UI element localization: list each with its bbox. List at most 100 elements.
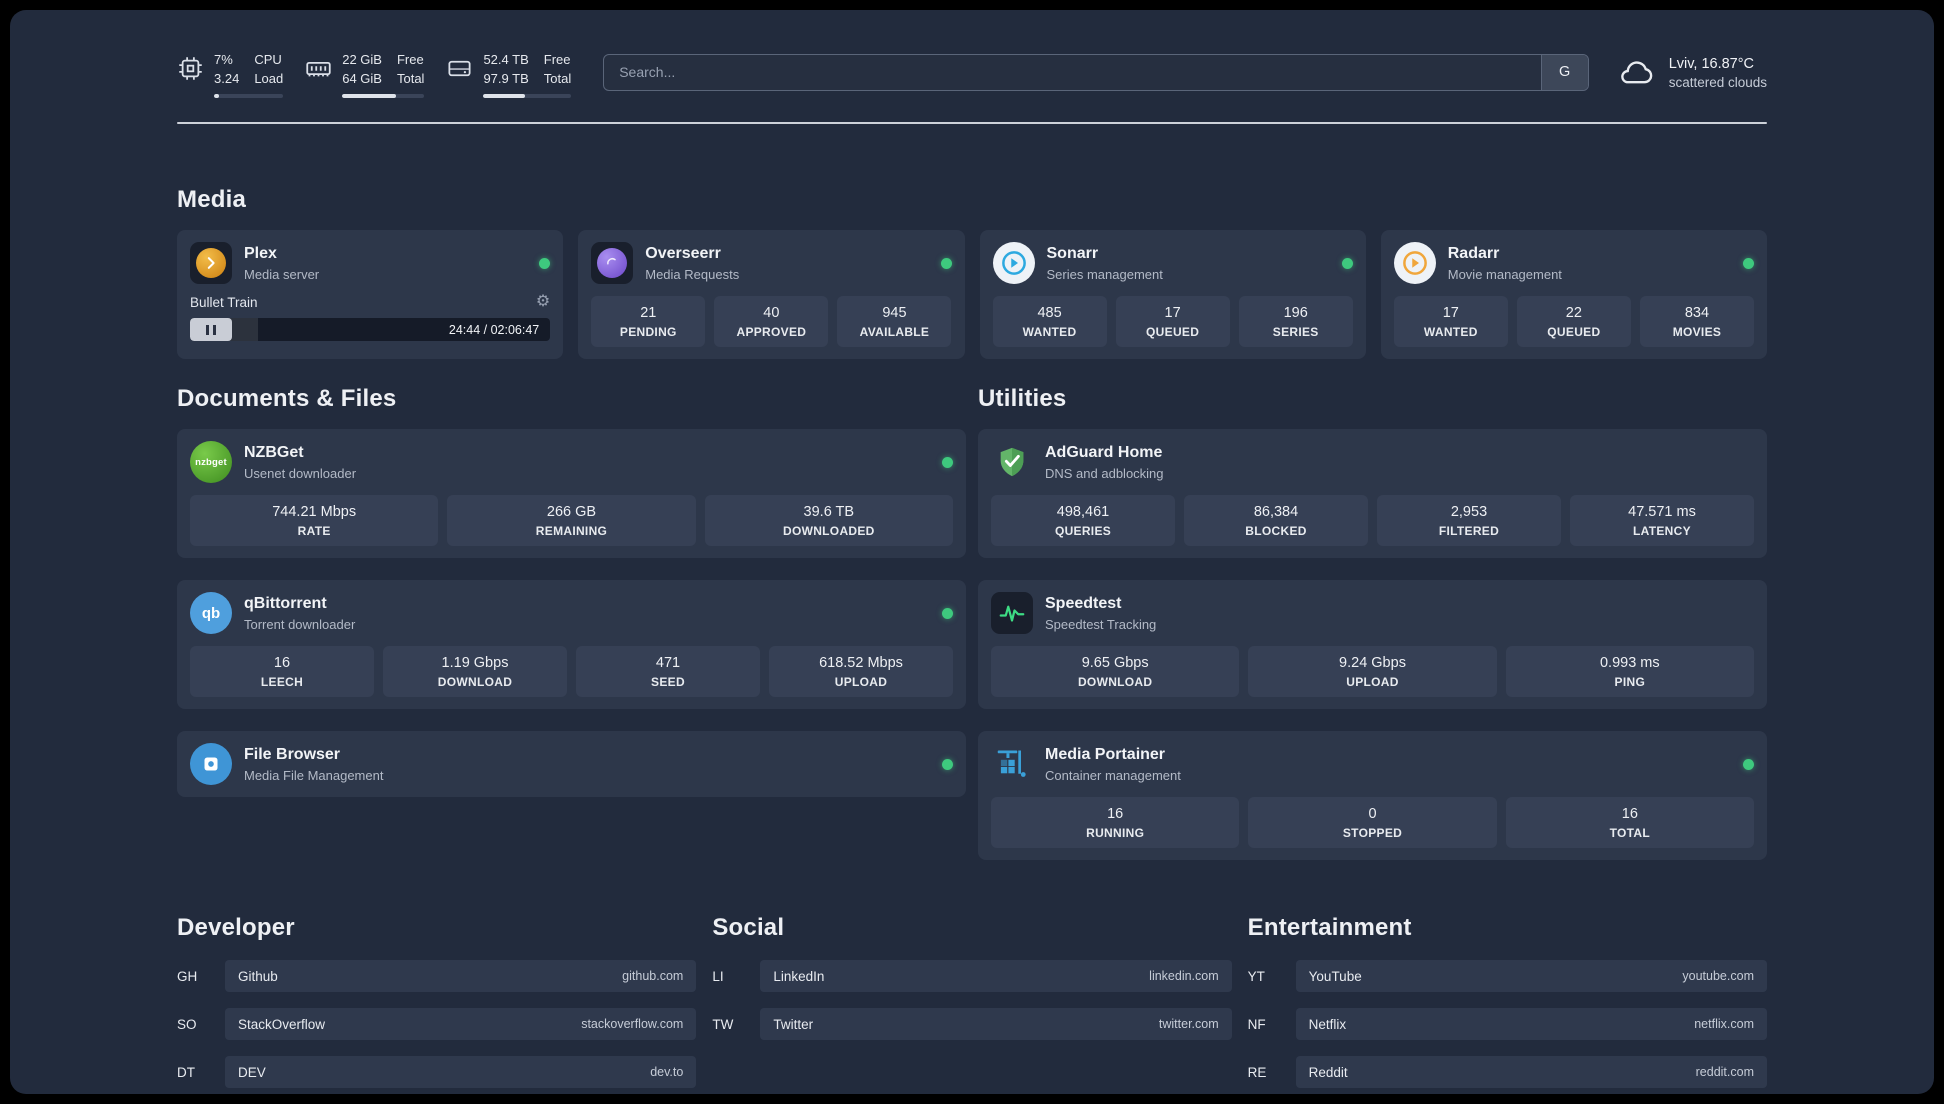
ram-icon: [305, 55, 332, 82]
settings-gear-icon[interactable]: ⚙: [535, 293, 551, 310]
stat-tile: 40 APPROVED: [714, 296, 829, 347]
disk-label-bottom: Total: [543, 71, 572, 86]
ram-usage-bar-fill: [342, 94, 397, 98]
status-indicator: [940, 257, 952, 269]
app-description: Container management: [1045, 767, 1181, 783]
plex-icon: [190, 242, 232, 284]
cpu-load-value: 3.24: [214, 71, 240, 86]
stat-tile: 498,461 QUERIES: [991, 495, 1175, 546]
bookmark-link-twitter[interactable]: Twitter twitter.com: [760, 1008, 1232, 1040]
stat-tile: 16 RUNNING: [991, 797, 1240, 848]
bookmark-row: NF Netflix netflix.com: [1248, 1008, 1767, 1040]
app-card-speedtest[interactable]: Speedtest Speedtest Tracking 9.65 Gbps D…: [978, 580, 1767, 709]
status-indicator: [942, 758, 953, 770]
bookmark-link-github[interactable]: Github github.com: [225, 960, 697, 992]
playback-progress-bar[interactable]: 24:44 / 02:06:47: [190, 318, 551, 341]
section-title-documents: Documents & Files: [177, 385, 397, 412]
disk-usage-bar-fill: [483, 94, 525, 98]
speedtest-icon: [991, 592, 1033, 634]
stat-tile: 2,953 FILTERED: [1377, 495, 1561, 546]
disk-usage-bar: [483, 94, 572, 98]
app-name: AdGuard Home: [1045, 443, 1163, 461]
stat-tile: 945 AVAILABLE: [837, 296, 952, 347]
bookmark-abbr: TW: [712, 1016, 734, 1032]
app-description: Series management: [1046, 266, 1163, 282]
app-name: Sonarr: [1046, 244, 1099, 262]
cpu-widget: 7% 3.24 CPU Load: [177, 52, 284, 98]
bookmark-row: LI LinkedIn linkedin.com: [712, 960, 1232, 992]
ram-label-top: Free: [396, 52, 424, 67]
section-title-utilities: Utilities: [978, 385, 1067, 412]
bookmark-group-developer: Developer GH Github github.com SO StackO…: [177, 914, 697, 1088]
app-description: DNS and adblocking: [1045, 465, 1164, 481]
stat-tile: 744.21 Mbps RATE: [190, 495, 439, 546]
app-card-filebrowser[interactable]: File Browser Media File Management: [177, 731, 966, 797]
app-name: Overseerr: [645, 244, 721, 262]
app-name: File Browser: [244, 745, 341, 763]
disk-free-value: 52.4 TB: [483, 52, 529, 67]
search-bar: G: [603, 53, 1589, 91]
stat-tile: 1.19 Gbps DOWNLOAD: [383, 646, 567, 697]
stat-tile: 9.65 Gbps DOWNLOAD: [991, 646, 1240, 697]
bookmark-row: RE Reddit reddit.com: [1248, 1056, 1767, 1088]
ram-total-value: 64 GiB: [342, 71, 382, 86]
cpu-icon: [177, 55, 204, 82]
app-card-nzbget[interactable]: nzbget NZBGet Usenet downloader 744.21 M…: [177, 429, 966, 558]
documents-section: Documents & Files nzbget NZBGet Usenet d…: [177, 385, 966, 797]
stat-tile: 9.24 Gbps UPLOAD: [1248, 646, 1497, 697]
cpu-label-top: CPU: [254, 52, 282, 67]
app-name: Plex: [244, 244, 277, 262]
ram-usage-bar: [342, 94, 425, 98]
ram-widget: 22 GiB 64 GiB Free Total: [305, 52, 425, 98]
app-name: NZBGet: [244, 443, 304, 461]
section-title-entertainment: Entertainment: [1247, 914, 1412, 941]
search-input[interactable]: [604, 64, 1541, 80]
media-section: Media Plex Media server: [177, 186, 1767, 359]
portainer-icon: [991, 743, 1033, 785]
section-title-social: Social: [712, 914, 785, 941]
bookmark-link-youtube[interactable]: YouTube youtube.com: [1295, 960, 1767, 992]
app-card-adguard[interactable]: AdGuard Home DNS and adblocking 498,461 …: [978, 429, 1767, 558]
bookmark-abbr: GH: [177, 968, 198, 984]
section-title-media: Media: [177, 186, 247, 213]
now-playing-title: Bullet Train: [190, 294, 258, 310]
bookmark-link-netflix[interactable]: Netflix netflix.com: [1295, 1008, 1767, 1040]
bookmark-group-social: Social LI LinkedIn linkedin.com TW Twitt…: [712, 914, 1232, 1040]
bookmark-abbr: YT: [1247, 968, 1265, 984]
stat-tile: 86,384 BLOCKED: [1184, 495, 1368, 546]
filebrowser-icon: [190, 743, 232, 785]
qbittorrent-icon: qb: [190, 592, 232, 634]
app-card-qbittorrent[interactable]: qb qBittorrent Torrent downloader 16: [177, 580, 966, 709]
stat-tile: 485 WANTED: [992, 296, 1107, 347]
ram-free-value: 22 GiB: [342, 52, 382, 67]
nzbget-icon: nzbget: [190, 441, 232, 483]
ram-label-bottom: Total: [396, 71, 425, 86]
bookmark-link-dev[interactable]: DEV dev.to: [225, 1056, 697, 1088]
stat-tile: 16 TOTAL: [1505, 797, 1754, 848]
stat-tile: 196 SERIES: [1238, 296, 1353, 347]
app-card-plex[interactable]: Plex Media server Bullet Train ⚙ 24:44 /…: [177, 230, 564, 359]
app-card-portainer[interactable]: Media Portainer Container management 16 …: [978, 731, 1767, 860]
nzbget-icon-text: nzbget: [195, 456, 227, 468]
stat-tile: 0 STOPPED: [1248, 797, 1497, 848]
stat-tile: 17 QUEUED: [1115, 296, 1230, 347]
search-engine-button[interactable]: G: [1540, 54, 1588, 90]
app-name: Speedtest: [1045, 594, 1122, 612]
qbittorrent-icon-text: qb: [201, 604, 221, 622]
bookmark-link-linkedin[interactable]: LinkedIn linkedin.com: [760, 960, 1232, 992]
status-indicator: [1341, 257, 1353, 269]
bookmark-row: YT YouTube youtube.com: [1248, 960, 1767, 992]
status-indicator: [942, 456, 953, 468]
sonarr-icon: [992, 242, 1035, 284]
status-indicator: [1743, 257, 1754, 269]
cpu-label-bottom: Load: [254, 71, 284, 86]
pause-button[interactable]: [190, 318, 232, 341]
bookmark-link-stackoverflow[interactable]: StackOverflow stackoverflow.com: [225, 1008, 697, 1040]
app-card-sonarr[interactable]: Sonarr Series management 485 WANTED 17 Q…: [979, 230, 1366, 359]
app-card-overseerr[interactable]: Overseerr Media Requests 21 PENDING 40 A…: [578, 230, 965, 359]
bookmark-link-reddit[interactable]: Reddit reddit.com: [1295, 1056, 1767, 1088]
bookmark-row: SO StackOverflow stackoverflow.com: [177, 1008, 697, 1040]
bookmark-abbr: SO: [177, 1016, 197, 1032]
stat-tile: 47.571 ms LATENCY: [1570, 495, 1754, 546]
app-card-radarr[interactable]: Radarr Movie management 17 WANTED 22 QUE…: [1380, 230, 1767, 359]
